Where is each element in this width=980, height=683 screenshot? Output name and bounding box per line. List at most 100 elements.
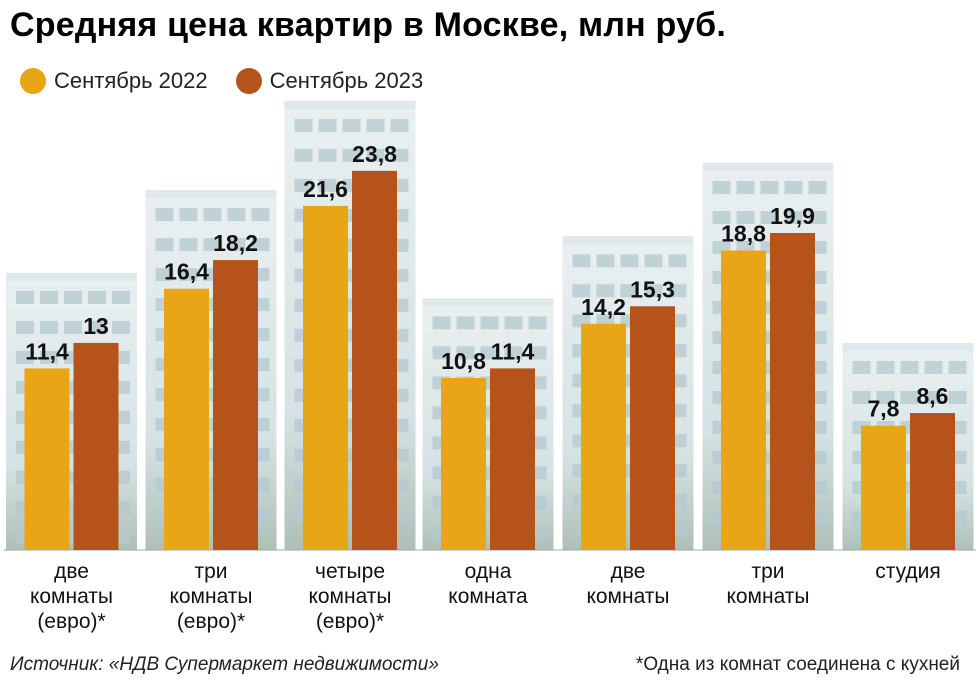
window bbox=[480, 316, 499, 330]
window bbox=[40, 290, 58, 304]
building-roof bbox=[562, 236, 694, 245]
window bbox=[948, 391, 967, 405]
building-roof bbox=[422, 298, 554, 307]
window bbox=[924, 391, 943, 405]
window bbox=[251, 238, 270, 252]
window bbox=[179, 268, 198, 282]
window bbox=[736, 180, 755, 194]
window bbox=[318, 118, 337, 132]
window bbox=[644, 254, 663, 268]
legend: Сентябрь 2022 Сентябрь 2023 bbox=[20, 66, 451, 96]
window bbox=[16, 350, 34, 364]
building-roof bbox=[842, 343, 974, 352]
data-label: 11,4 bbox=[25, 338, 69, 364]
window bbox=[203, 238, 222, 252]
data-label: 15,3 bbox=[630, 276, 675, 302]
category-label: одна bbox=[465, 560, 512, 583]
window bbox=[620, 284, 639, 298]
window bbox=[64, 320, 82, 334]
window bbox=[366, 148, 385, 162]
window bbox=[900, 361, 919, 375]
category-label: (евро)* bbox=[316, 610, 384, 633]
window bbox=[318, 178, 337, 192]
window bbox=[736, 210, 755, 224]
window bbox=[876, 391, 895, 405]
building-roof bbox=[702, 162, 834, 171]
window bbox=[808, 180, 827, 194]
window bbox=[668, 254, 687, 268]
data-label: 13 bbox=[83, 313, 109, 339]
legend-swatch-2022 bbox=[20, 68, 46, 94]
data-label: 23,8 bbox=[352, 141, 397, 167]
category-label: (евро)* bbox=[37, 610, 105, 633]
bar-2022 bbox=[581, 323, 626, 550]
category-label: комнаты bbox=[586, 585, 669, 608]
bar-2023 bbox=[630, 306, 675, 550]
window bbox=[760, 180, 779, 194]
footnote: *Одна из комнат соединена с кухней bbox=[635, 654, 960, 675]
window bbox=[876, 361, 895, 375]
bar-2023 bbox=[910, 413, 955, 550]
window bbox=[251, 208, 270, 222]
window bbox=[668, 284, 687, 298]
data-label: 18,8 bbox=[721, 221, 766, 247]
window bbox=[342, 118, 361, 132]
bar-2022 bbox=[861, 425, 906, 550]
window bbox=[342, 148, 361, 162]
data-label: 14,2 bbox=[581, 294, 626, 320]
window bbox=[504, 346, 523, 360]
data-label: 8,6 bbox=[917, 383, 949, 409]
window bbox=[528, 316, 547, 330]
data-label: 18,2 bbox=[213, 230, 258, 256]
window bbox=[504, 316, 523, 330]
data-label: 11,4 bbox=[491, 338, 535, 364]
window bbox=[88, 290, 106, 304]
window bbox=[155, 208, 174, 222]
category-label: три bbox=[751, 560, 784, 583]
window bbox=[760, 210, 779, 224]
window bbox=[808, 210, 827, 224]
window bbox=[644, 284, 663, 298]
data-label: 16,4 bbox=[164, 259, 209, 285]
building-roof bbox=[6, 272, 137, 281]
window bbox=[179, 238, 198, 252]
window bbox=[40, 320, 58, 334]
data-label: 10,8 bbox=[441, 348, 486, 374]
category-label: три bbox=[194, 560, 227, 583]
window bbox=[179, 208, 198, 222]
window bbox=[528, 346, 547, 360]
category-label: комнаты bbox=[308, 585, 391, 608]
window bbox=[456, 346, 475, 360]
bar-2023 bbox=[352, 170, 397, 550]
data-label: 19,9 bbox=[770, 203, 815, 229]
legend-item-2023: Сентябрь 2023 bbox=[235, 68, 424, 94]
bar-2022 bbox=[164, 288, 209, 550]
window bbox=[294, 118, 313, 132]
category-label: две bbox=[611, 560, 646, 583]
chart-title: Средняя цена квартир в Москве, млн руб. bbox=[10, 6, 727, 44]
window bbox=[203, 208, 222, 222]
bar-2023 bbox=[770, 232, 815, 551]
data-label: 21,6 bbox=[303, 176, 348, 202]
category-label: комнаты bbox=[30, 585, 113, 608]
window bbox=[294, 148, 313, 162]
bar-2022 bbox=[721, 250, 766, 551]
window bbox=[572, 284, 591, 298]
window bbox=[948, 361, 967, 375]
window bbox=[456, 316, 475, 330]
legend-label-2022: Сентябрь 2022 bbox=[54, 68, 208, 93]
window bbox=[784, 180, 803, 194]
window bbox=[432, 316, 451, 330]
source-note: Источник: «НДВ Супермаркет недвижимости» bbox=[10, 654, 439, 675]
window bbox=[852, 361, 871, 375]
window bbox=[112, 320, 130, 334]
window bbox=[596, 284, 615, 298]
bar-2022 bbox=[303, 205, 348, 551]
legend-label-2023: Сентябрь 2023 bbox=[269, 68, 424, 93]
window bbox=[620, 254, 639, 268]
legend-item-2022: Сентябрь 2022 bbox=[20, 68, 208, 94]
bar-2022 bbox=[441, 377, 486, 550]
window bbox=[155, 268, 174, 282]
window bbox=[572, 254, 591, 268]
window bbox=[40, 350, 58, 364]
